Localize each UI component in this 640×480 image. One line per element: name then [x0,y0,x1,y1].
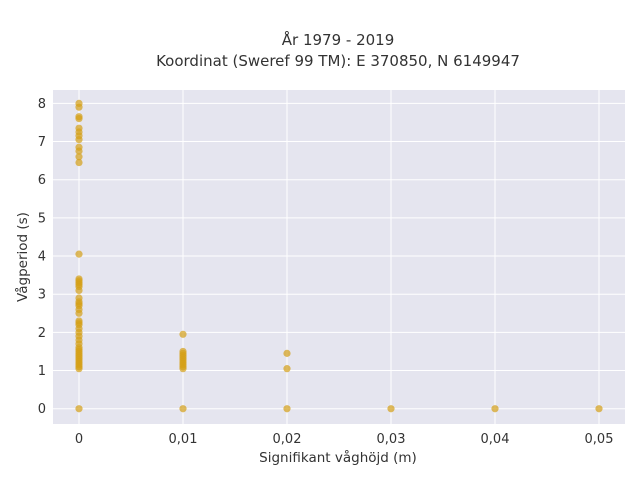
scatter-point [179,347,187,356]
chart-title: År 1979 - 2019 [282,30,395,49]
scatter-point [75,158,83,167]
grid-lines [53,90,625,424]
x-tick-label: 0,02 [273,432,302,447]
scatter-point [491,405,499,413]
scatter-point [283,405,291,413]
chart-subtitle: Koordinat (Sweref 99 TM): E 370850, N 61… [156,52,520,70]
scatter-point [283,365,291,373]
scatter-point [75,99,83,107]
scatter-point [387,405,395,413]
y-tick-label: 6 [38,173,46,188]
x-tick-label: 0 [75,432,83,447]
x-tick-label: 0,05 [585,432,614,447]
scatter-point [75,250,83,258]
scatter-point [75,143,83,151]
x-tick-label: 0,01 [169,432,198,447]
scatter-point [75,317,83,325]
scatter-point [75,113,83,121]
x-tick-labels: 0 0,01 0,02 0,03 0,04 0,05 [75,432,614,447]
y-tick-labels: 0 1 2 3 4 5 6 7 8 [38,97,46,417]
y-tick-label: 0 [38,402,46,417]
y-tick-label: 8 [38,97,46,112]
scatter-point [75,124,83,132]
scatter-point [75,294,83,302]
scatter-point [179,405,187,413]
scatter-point [75,275,83,283]
y-tick-label: 3 [38,288,46,303]
x-tick-label: 0,03 [377,432,406,447]
y-tick-label: 1 [38,364,46,379]
plot-area [53,90,625,424]
x-axis-title: Signifikant våghöjd (m) [259,449,417,466]
scatter-point [595,405,603,413]
y-axis-title: Vågperiod (s) [14,212,31,302]
scatter-point [179,330,187,338]
scatter-point [75,153,83,161]
data-points [75,99,603,413]
x-tick-label: 0,04 [481,432,510,447]
y-tick-label: 2 [38,326,46,341]
scatter-point [75,405,83,413]
scatter-point [283,349,291,357]
y-tick-label: 5 [38,211,46,226]
y-tick-label: 7 [38,135,46,150]
y-tick-label: 4 [38,250,46,265]
